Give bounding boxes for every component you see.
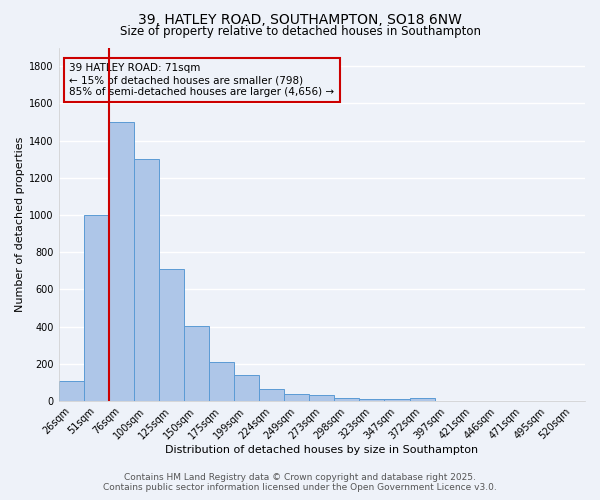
Y-axis label: Number of detached properties: Number of detached properties (15, 136, 25, 312)
Bar (309, 396, 334, 401)
Text: Size of property relative to detached houses in Southampton: Size of property relative to detached ho… (119, 25, 481, 38)
Text: 39, HATLEY ROAD, SOUTHAMPTON, SO18 6NW: 39, HATLEY ROAD, SOUTHAMPTON, SO18 6NW (138, 12, 462, 26)
Bar (359, 399, 385, 401)
Bar (209, 362, 234, 401)
Bar (259, 389, 284, 401)
Bar (59, 380, 84, 401)
Bar (234, 375, 259, 401)
Bar (109, 122, 134, 401)
Bar (334, 398, 359, 401)
Bar (410, 398, 434, 401)
Bar (159, 269, 184, 401)
Bar (84, 215, 109, 401)
Bar (134, 159, 159, 401)
X-axis label: Distribution of detached houses by size in Southampton: Distribution of detached houses by size … (165, 445, 478, 455)
Bar (184, 326, 209, 401)
Text: Contains HM Land Registry data © Crown copyright and database right 2025.
Contai: Contains HM Land Registry data © Crown c… (103, 473, 497, 492)
Bar (385, 399, 410, 401)
Bar (284, 394, 309, 401)
Text: 39 HATLEY ROAD: 71sqm
← 15% of detached houses are smaller (798)
85% of semi-det: 39 HATLEY ROAD: 71sqm ← 15% of detached … (69, 64, 334, 96)
